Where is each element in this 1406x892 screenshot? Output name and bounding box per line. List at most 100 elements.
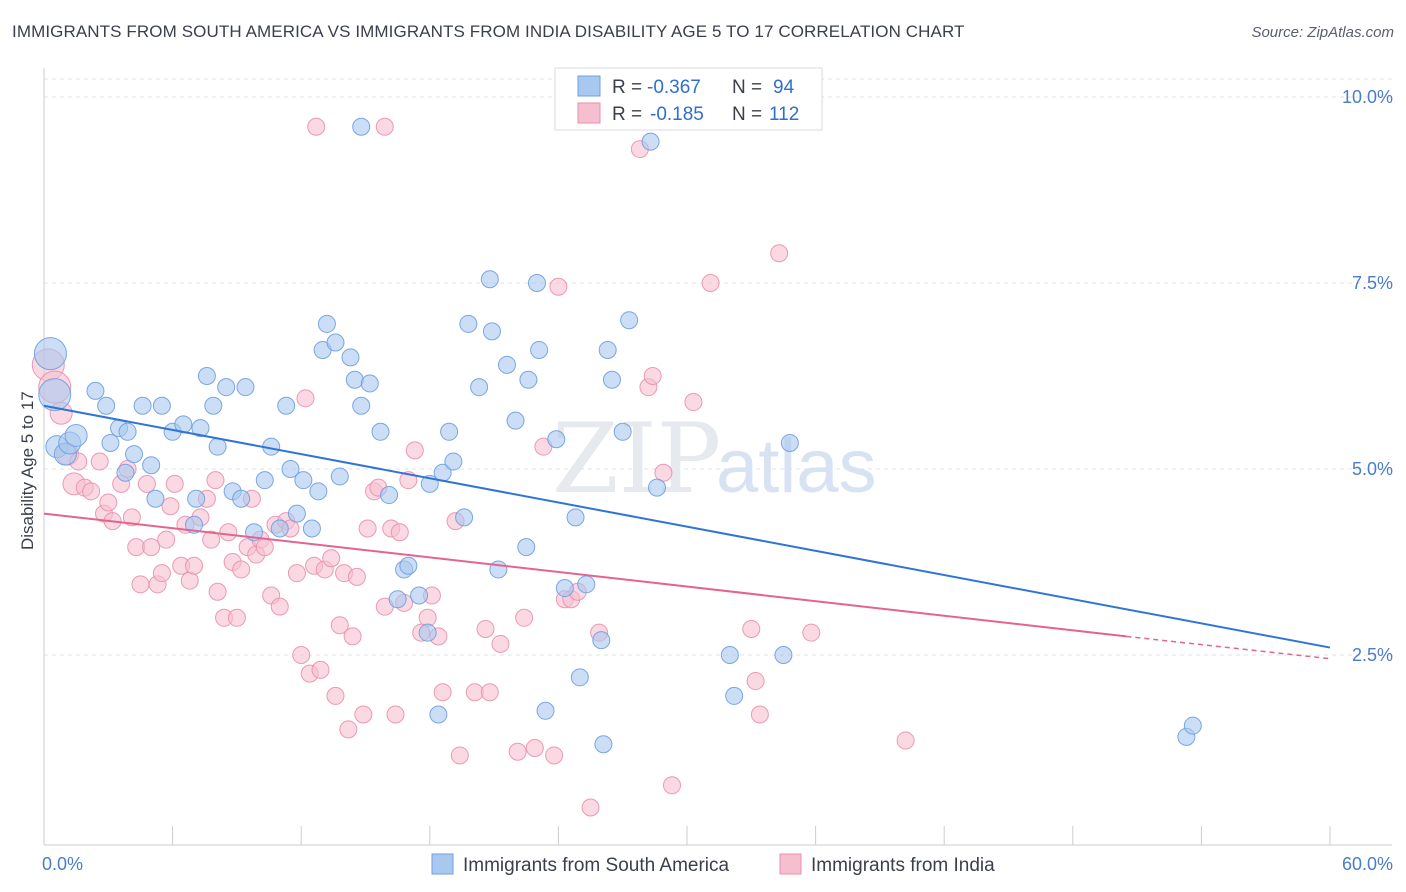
south-america-point: [191, 419, 210, 438]
south-america-point: [255, 471, 274, 490]
india-point: [127, 538, 146, 557]
india-point: [750, 705, 769, 724]
india-point: [802, 623, 821, 642]
india-point: [549, 277, 568, 296]
x-tick-label-max: 60.0%: [1342, 854, 1393, 874]
south-america-point: [317, 314, 336, 333]
india-point: [386, 705, 405, 724]
india-point: [326, 686, 345, 705]
india-point: [339, 720, 358, 739]
south-america-point: [326, 333, 345, 352]
south-america-point: [482, 322, 501, 341]
y-axis-label: Disability Age 5 to 17: [18, 391, 37, 550]
legend-r-label-pink: R =: [612, 104, 642, 125]
series-legend-swatch-south-america: [431, 853, 454, 875]
south-america-point: [281, 460, 300, 478]
south-america-point: [519, 370, 538, 389]
south-america-point: [294, 471, 313, 490]
south-america-point: [555, 579, 574, 598]
india-point: [508, 742, 527, 761]
south-america-point: [647, 478, 666, 497]
south-america-point: [536, 701, 555, 720]
india-point: [322, 549, 341, 568]
south-america-point: [527, 274, 546, 292]
india-point: [643, 367, 662, 385]
south-america-point: [506, 411, 525, 430]
south-america-point: [345, 370, 364, 389]
south-america-point: [592, 631, 611, 650]
south-america-point: [613, 422, 632, 441]
south-america-point: [641, 132, 660, 151]
legend-n-label-blue: N =: [732, 77, 762, 98]
india-point: [515, 608, 534, 627]
south-america-point: [470, 378, 489, 397]
south-america-point: [197, 367, 216, 385]
south-america-point: [598, 340, 617, 359]
south-america-point: [309, 482, 328, 501]
south-america-point: [277, 396, 296, 415]
south-america-point: [330, 467, 349, 486]
india-point: [476, 619, 495, 638]
south-america-point: [547, 430, 566, 449]
south-america-point: [410, 586, 429, 605]
south-america-point: [185, 515, 204, 534]
india-point: [465, 683, 484, 702]
south-america-point: [602, 370, 621, 389]
series-south-america-points: [33, 117, 1202, 754]
india-point: [131, 575, 150, 594]
source-label: Source: ZipAtlas.com: [1251, 24, 1394, 41]
india-point: [491, 634, 510, 653]
india-trend-extension: [1126, 635, 1331, 660]
south-america-point: [116, 463, 135, 482]
south-america-point: [101, 433, 120, 452]
x-tick-label-min: 0.0%: [42, 854, 83, 874]
chart-title: IMMIGRANTS FROM SOUTH AMERICA VS IMMIGRA…: [12, 22, 965, 41]
india-point: [347, 567, 366, 586]
india-point: [742, 619, 761, 638]
india-point: [450, 746, 469, 765]
india-point: [208, 582, 227, 601]
india-point: [137, 474, 156, 493]
india-point: [405, 441, 424, 460]
south-america-point: [455, 508, 474, 527]
series-legend-label-south-america: Immigrants from South America: [463, 855, 730, 876]
legend-n-value-blue: 94: [773, 77, 795, 98]
correlation-legend: R = -0.367 N = 94 R = -0.185 N = 112: [554, 67, 823, 131]
south-america-point: [97, 396, 116, 415]
india-point: [180, 571, 199, 590]
south-america-point: [360, 374, 379, 393]
legend-n-value-pink: 112: [769, 104, 799, 125]
india-point: [152, 564, 171, 583]
india-point: [525, 739, 544, 757]
south-america-point: [352, 396, 371, 415]
india-point: [701, 274, 720, 292]
india-point: [896, 731, 915, 750]
south-america-point: [187, 489, 206, 508]
india-point: [90, 452, 109, 471]
india-point: [433, 683, 452, 702]
south-america-point: [780, 433, 799, 452]
india-point: [296, 389, 315, 408]
watermark-zip: ZIP: [552, 403, 721, 515]
legend-r-value-blue: -0.367: [647, 77, 701, 98]
south-america-point: [33, 337, 67, 371]
south-america-point: [517, 538, 536, 557]
tick-labels: 2.5% 5.0% 7.5% 10.0% 0.0% 60.0%: [42, 87, 1393, 874]
south-america-point: [429, 705, 448, 724]
legend-n-label-pink: N =: [732, 104, 762, 125]
south-america-point: [380, 486, 399, 505]
south-america-point: [725, 686, 744, 705]
legend-r-label-blue: R =: [612, 77, 642, 98]
legend-r-value-pink: -0.185: [650, 104, 704, 125]
india-point: [684, 393, 703, 412]
legend-swatch-blue: [577, 75, 601, 97]
south-america-point: [118, 422, 137, 441]
india-point: [545, 746, 564, 765]
south-america-point: [217, 378, 236, 397]
south-america-point: [720, 646, 739, 664]
india-point: [219, 523, 238, 542]
south-america-point: [489, 560, 508, 579]
south-america-point: [146, 489, 165, 508]
india-point: [161, 497, 180, 516]
south-america-point: [594, 735, 613, 754]
